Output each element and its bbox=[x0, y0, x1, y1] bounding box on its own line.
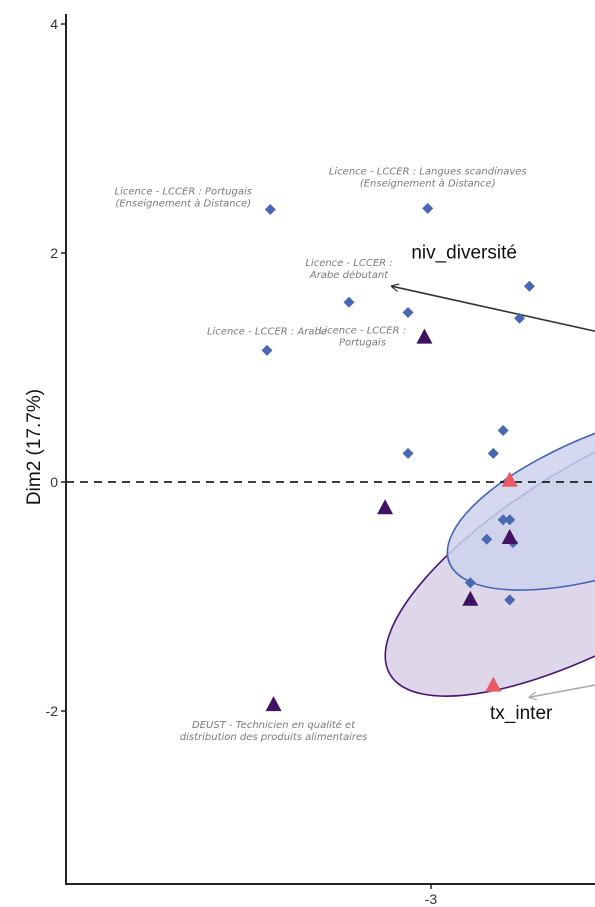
y-axis-title: Dim2 (17.7%) bbox=[24, 389, 45, 505]
confidence-ellipse-2 bbox=[446, 402, 595, 591]
triangle-point-dark bbox=[377, 499, 394, 515]
y-tick-label: 2 bbox=[50, 245, 58, 261]
point-label-triangle-line: Licence - LCCER : bbox=[319, 326, 406, 337]
axes-layer: 4 2 0 -2 -3 bbox=[46, 14, 595, 907]
diamond-point bbox=[264, 203, 276, 215]
point-label-triangle-line: distribution des produits alimentaires bbox=[180, 732, 368, 743]
diamond-point bbox=[514, 312, 526, 324]
diamond-point bbox=[487, 447, 499, 459]
point-label-triangle-line: DEUST - Technicien en qualité et bbox=[192, 719, 356, 731]
diamond-point bbox=[261, 344, 273, 356]
points-layer bbox=[261, 202, 535, 712]
ellipses-layer bbox=[384, 395, 595, 697]
triangle-point-dark bbox=[265, 696, 282, 712]
variable-arrow-1 bbox=[392, 286, 595, 333]
diamond-point bbox=[481, 533, 493, 545]
diamond-point bbox=[402, 307, 414, 319]
y-tick-label: -2 bbox=[46, 703, 59, 719]
point-label-diamond: Licence - LCCER : Arabe bbox=[207, 326, 327, 337]
diamond-point bbox=[402, 447, 414, 459]
point-label-triangle-line: Portugais bbox=[339, 338, 386, 349]
point-label-diamond-line: Licence - LCCER : Portugais bbox=[115, 186, 252, 197]
variable-label-1: niv_diversité bbox=[411, 243, 517, 264]
y-tick-label: 4 bbox=[50, 16, 58, 32]
diamond-point bbox=[343, 296, 355, 308]
point-label-diamond-line: Licence - LCCER : Arabe bbox=[207, 326, 327, 337]
variable-arrow-2 bbox=[529, 684, 595, 697]
diamond-point bbox=[504, 514, 516, 526]
triangle-point-dark bbox=[501, 528, 518, 544]
point-label-diamond: Licence - LCCER : Langues scandinaves (En… bbox=[329, 166, 527, 189]
triangle-point-dark bbox=[462, 590, 479, 606]
triangle-point-dark bbox=[416, 328, 433, 344]
diamond-point bbox=[422, 202, 434, 214]
diamond-point bbox=[497, 424, 509, 436]
diamond-point bbox=[504, 594, 516, 606]
point-label-diamond: Licence - LCCER : Portugais (Enseignement… bbox=[115, 186, 252, 209]
point-label-diamond-line: Licence - LCCER : Langues scandinaves bbox=[329, 166, 527, 177]
point-label-diamond-line: Licence - LCCER : bbox=[305, 258, 392, 269]
diamond-point bbox=[523, 280, 535, 292]
point-label-diamond-line: (Enseignement à Distance) bbox=[115, 197, 251, 209]
x-tick-label: -3 bbox=[425, 891, 438, 907]
point-label-diamond: Licence - LCCER : Arabe débutant bbox=[305, 258, 392, 281]
diamond-point bbox=[464, 577, 476, 589]
y-tick-label: 0 bbox=[50, 474, 58, 490]
triangle-point-red bbox=[501, 471, 518, 487]
point-label-diamond-line: Arabe débutant bbox=[309, 269, 389, 281]
triangle-point-red bbox=[485, 676, 502, 692]
diamond-point bbox=[497, 514, 509, 526]
labels-layer: niv_diversité tx_inter Licence - LCCER : A… bbox=[115, 166, 553, 743]
point-label-triangle: DEUST - Technicien en qualité et distribu… bbox=[180, 719, 368, 743]
point-label-triangle: Licence - LCCER : Portugais bbox=[319, 326, 406, 349]
point-label-diamond-line: (Enseignement à Distance) bbox=[360, 177, 496, 189]
variable-label-2: tx_inter bbox=[490, 703, 553, 724]
arrows-layer bbox=[392, 286, 595, 697]
